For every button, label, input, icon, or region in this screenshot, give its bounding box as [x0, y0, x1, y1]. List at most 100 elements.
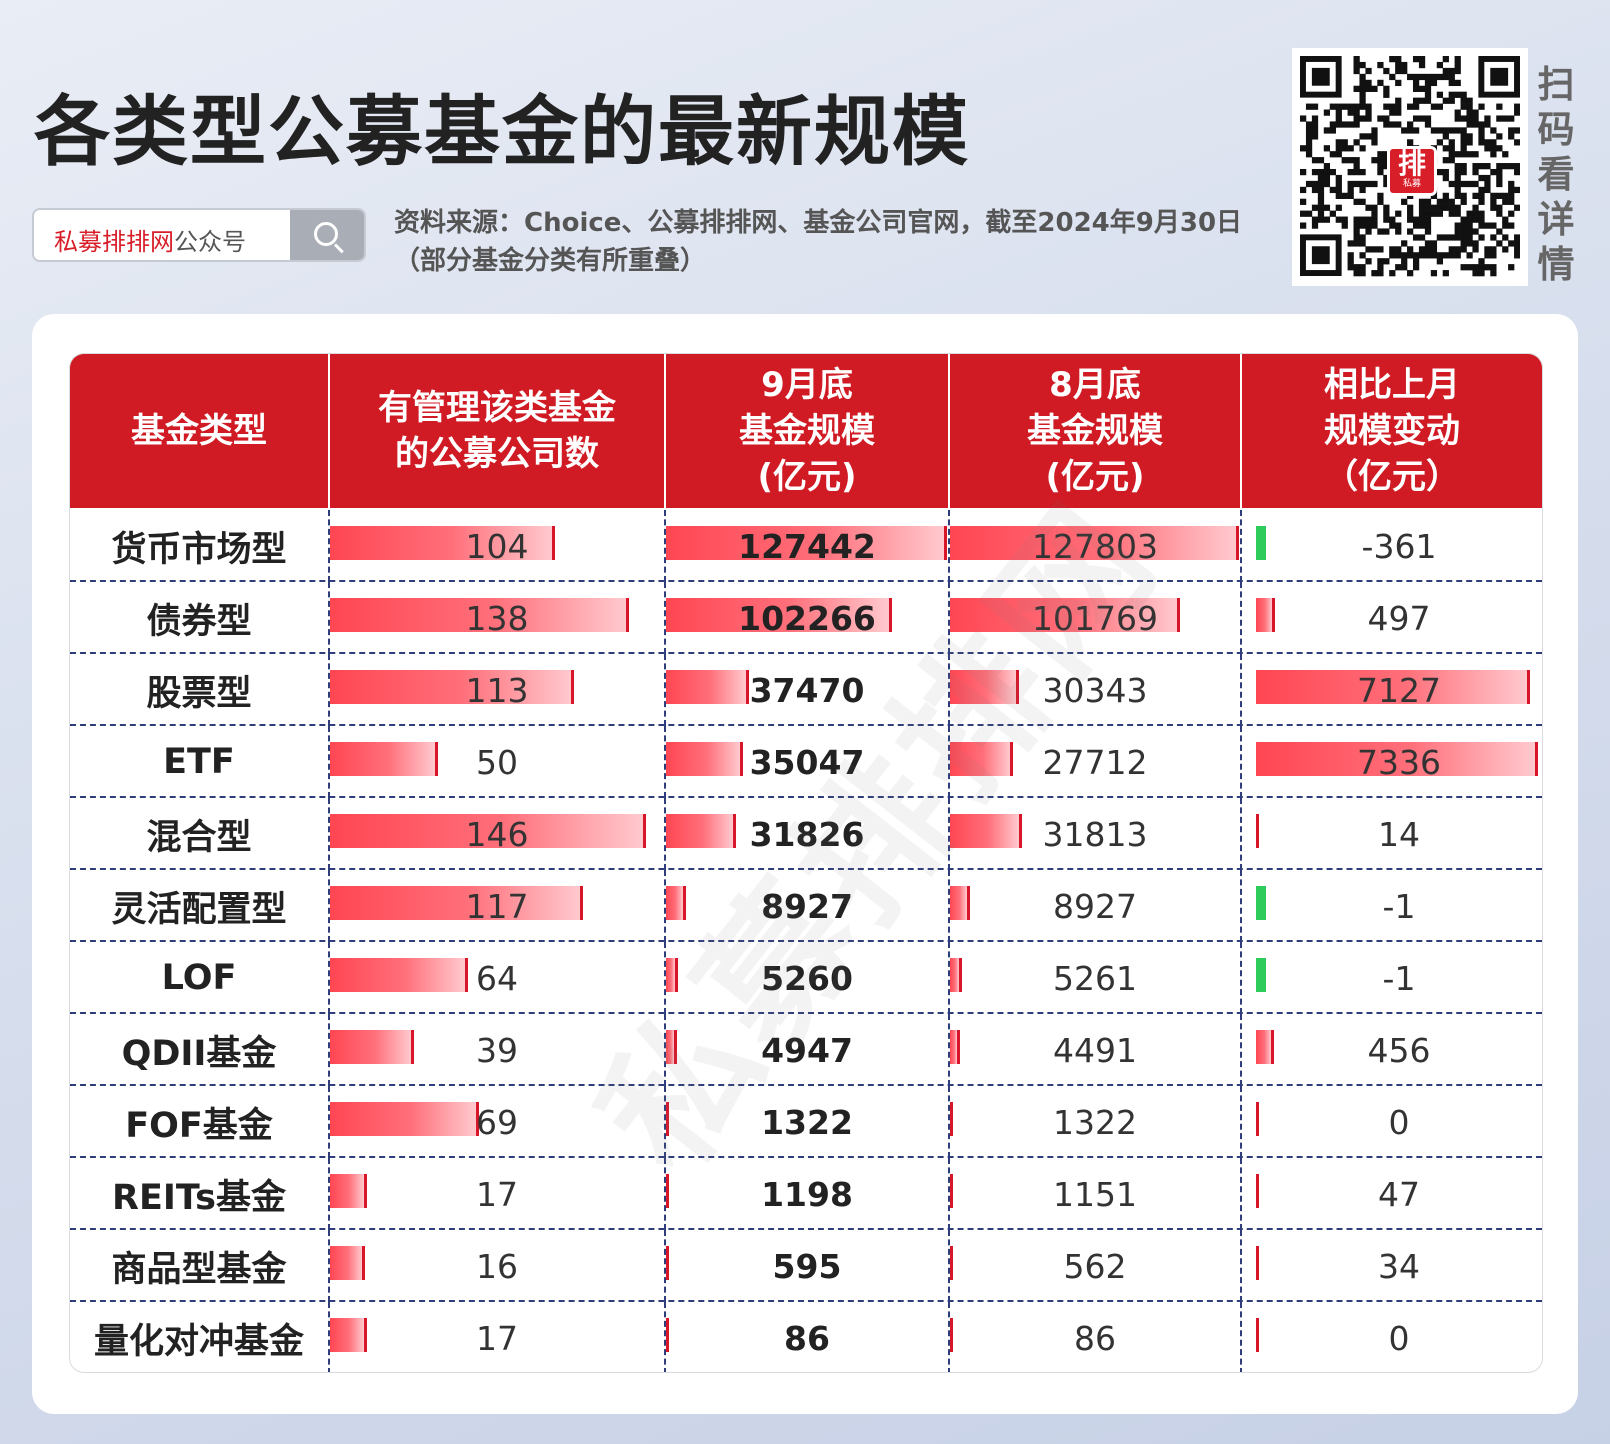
change-cell: 34	[1240, 1230, 1542, 1302]
sep-scale-cell: 37470	[664, 654, 948, 726]
sep-scale-bar	[666, 598, 892, 632]
aug-scale-cell: 27712	[948, 726, 1240, 798]
table-row: 股票型 113 37470 30343 7127	[70, 652, 1542, 726]
aug-scale-bar	[950, 742, 1013, 776]
companies-value: 69	[476, 1102, 518, 1142]
companies-cell: 64	[328, 942, 664, 1014]
companies-bar	[330, 1174, 367, 1208]
column-header-2: 9月底 基金规模 (亿元)	[664, 354, 948, 508]
increase-bar	[1256, 1030, 1274, 1064]
source-line-2: （部分基金分类有所重叠）	[394, 246, 707, 276]
sep-scale-bar	[666, 1318, 669, 1352]
sep-scale-value: 4947	[761, 1030, 853, 1070]
aug-scale-bar	[950, 598, 1181, 632]
sep-scale-value: 35047	[749, 742, 865, 782]
fund-type-label: 灵活配置型	[111, 889, 287, 930]
qr-logo-text: 排	[1397, 147, 1426, 180]
fund-type-label: 商品型基金	[111, 1249, 287, 1290]
aug-scale-value: 1322	[1053, 1102, 1137, 1142]
page-title: 各类型公募基金的最新规模	[34, 87, 970, 176]
sep-scale-value: 595	[772, 1246, 842, 1286]
companies-cell: 138	[328, 582, 664, 654]
companies-bar	[330, 958, 469, 992]
companies-value: 138	[465, 598, 529, 638]
qr-code[interactable]: 排 私募	[1292, 48, 1528, 286]
change-value: -1	[1382, 958, 1416, 998]
column-header-4: 相比上月 规模变动 （亿元）	[1240, 354, 1542, 508]
companies-cell: 104	[328, 510, 664, 582]
companies-value: 17	[476, 1174, 518, 1214]
companies-cell: 17	[328, 1302, 664, 1372]
increase-bar	[1256, 742, 1539, 776]
sep-scale-value: 86	[784, 1318, 830, 1358]
table-row: 灵活配置型 117 8927 8927 -1	[70, 868, 1542, 942]
change-cell: 0	[1240, 1086, 1542, 1158]
sep-scale-bar	[666, 1246, 669, 1280]
sep-scale-value: 1322	[761, 1102, 853, 1142]
companies-value: 64	[476, 958, 518, 998]
aug-scale-cell: 1151	[948, 1158, 1240, 1230]
change-value: -361	[1361, 526, 1437, 566]
aug-scale-value: 1151	[1053, 1174, 1137, 1214]
search-brand: 私募排排网公众号	[54, 222, 246, 257]
search-box[interactable]: 私募排排网公众号	[32, 208, 366, 262]
fund-type-label: FOF基金	[125, 1105, 273, 1146]
aug-scale-value: 127803	[1032, 526, 1158, 566]
companies-bar	[330, 1318, 367, 1352]
companies-bar	[330, 1030, 415, 1064]
companies-cell: 50	[328, 726, 664, 798]
aug-scale-value: 4491	[1053, 1030, 1137, 1070]
aug-scale-cell: 30343	[948, 654, 1240, 726]
change-value: 34	[1378, 1246, 1420, 1286]
aug-scale-bar	[950, 526, 1240, 560]
increase-bar	[1256, 1318, 1259, 1352]
aug-scale-cell: 8927	[948, 870, 1240, 942]
change-value: 7336	[1357, 742, 1441, 782]
aug-scale-cell: 101769	[948, 582, 1240, 654]
sep-scale-value: 37470	[749, 670, 865, 710]
table-row: REITs基金 17 1198 1151 47	[70, 1156, 1542, 1230]
fund-type-label: 量化对冲基金	[93, 1321, 304, 1362]
increase-bar	[1256, 814, 1259, 848]
companies-bar	[330, 886, 584, 920]
sep-scale-bar	[666, 886, 686, 920]
companies-cell: 17	[328, 1158, 664, 1230]
fund-type-label: ETF	[163, 742, 235, 782]
companies-value: 104	[465, 526, 529, 566]
companies-value: 39	[476, 1030, 518, 1070]
increase-bar	[1256, 1174, 1259, 1208]
companies-value: 50	[476, 742, 518, 782]
decrease-bar	[1256, 886, 1266, 920]
fund-type-label: REITs基金	[112, 1177, 286, 1218]
search-button[interactable]	[290, 210, 364, 260]
aug-scale-value: 8927	[1053, 886, 1137, 926]
aug-scale-cell: 31813	[948, 798, 1240, 870]
change-value: 0	[1388, 1318, 1410, 1358]
source-note: 资料来源：Choice、公募排排网、基金公司官网，截至2024年9月30日 （部…	[394, 204, 1242, 280]
companies-cell: 146	[328, 798, 664, 870]
companies-cell: 16	[328, 1230, 664, 1302]
aug-scale-value: 562	[1063, 1246, 1127, 1286]
sep-scale-bar	[666, 1102, 669, 1136]
aug-scale-value: 5261	[1053, 958, 1137, 998]
companies-cell: 39	[328, 1014, 664, 1086]
aug-scale-cell: 1322	[948, 1086, 1240, 1158]
table-row: 商品型基金 16 595 562 34	[70, 1228, 1542, 1302]
scan-hint: 扫码看详情	[1537, 63, 1575, 286]
aug-scale-value: 31813	[1042, 814, 1148, 854]
search-icon-handle	[333, 243, 344, 254]
sep-scale-value: 1198	[761, 1174, 853, 1214]
companies-cell: 117	[328, 870, 664, 942]
aug-scale-bar	[950, 814, 1022, 848]
search-icon	[314, 222, 338, 246]
sep-scale-cell: 31826	[664, 798, 948, 870]
table-row: 债券型 138 102266 101769 497	[70, 580, 1542, 654]
companies-bar	[330, 1246, 365, 1280]
table-row: 货币市场型 104 127442 127803 -361	[70, 510, 1542, 582]
table-row: ETF 50 35047 27712 7336	[70, 724, 1542, 798]
fund-type-label: LOF	[161, 958, 237, 998]
companies-bar	[330, 598, 629, 632]
sep-scale-bar	[666, 526, 948, 560]
sep-scale-value: 31826	[749, 814, 865, 854]
change-cell: 456	[1240, 1014, 1542, 1086]
